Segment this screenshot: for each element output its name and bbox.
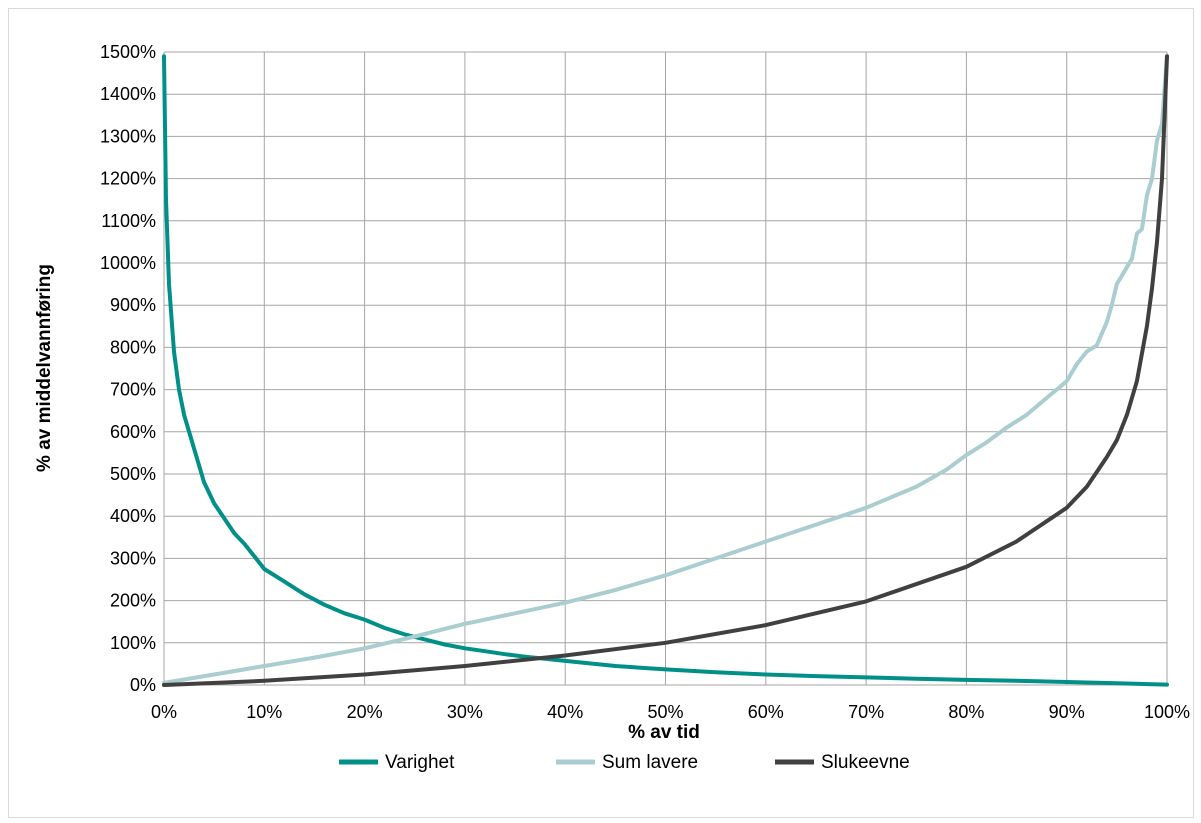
x-tick-label: 10% (246, 702, 282, 722)
y-tick-label: 1200% (100, 169, 156, 189)
x-tick-label: 30% (447, 702, 483, 722)
y-tick-label: 900% (110, 295, 156, 315)
y-tick-label: 800% (110, 337, 156, 357)
legend-item: Sum lavere (556, 752, 698, 773)
x-tick-label: 40% (547, 702, 583, 722)
legend-label: Sum lavere (602, 752, 698, 773)
x-axis-title: % av tid (628, 722, 700, 743)
x-tick-label: 80% (948, 702, 984, 722)
x-tick-label: 90% (1049, 702, 1085, 722)
x-tick-label: 50% (647, 702, 683, 722)
y-tick-label: 1000% (100, 253, 156, 273)
x-tick-label: 100% (1144, 702, 1190, 722)
y-axis-ticks: 0% 100% 200% 300% 400% 500% 600% 700% 800% 900% 10… (100, 42, 156, 695)
y-tick-label: 1400% (100, 84, 156, 104)
gridlines (163, 51, 1168, 686)
legend-item: Varighet (339, 752, 455, 773)
y-tick-label: 400% (110, 506, 156, 526)
y-axis-title: % av middelvannføring (34, 264, 55, 472)
legend-label: Slukeevne (821, 752, 910, 773)
series-line-varighet (162, 54, 1169, 687)
legend-item: Slukeevne (775, 752, 910, 773)
y-tick-label: 1300% (100, 126, 156, 146)
y-tick-label: 1500% (100, 42, 156, 62)
y-tick-label: 0% (130, 675, 156, 695)
chart-frame (8, 8, 1194, 818)
y-tick-label: 600% (110, 422, 156, 442)
series-line-slukeevne (162, 54, 1169, 687)
x-tick-label: 60% (748, 702, 784, 722)
x-tick-label: 70% (848, 702, 884, 722)
y-tick-label: 700% (110, 380, 156, 400)
y-tick-label: 200% (110, 591, 156, 611)
series-lines (162, 54, 1169, 687)
y-tick-label: 500% (110, 464, 156, 484)
legend-label: Varighet (385, 752, 455, 773)
x-tick-label: 20% (347, 702, 383, 722)
y-tick-label: 300% (110, 548, 156, 568)
legend: Varighet Sum lavere Slukeevne (339, 752, 910, 773)
y-tick-label: 1100% (101, 211, 156, 231)
x-axis-ticks: 0% 10% 20% 30% 40% 50% 60% 70% 80% 90% 100% (151, 702, 1190, 722)
y-tick-label: 100% (110, 633, 156, 653)
series-line-sum-lavere (162, 54, 1169, 685)
x-tick-label: 0% (151, 702, 177, 722)
